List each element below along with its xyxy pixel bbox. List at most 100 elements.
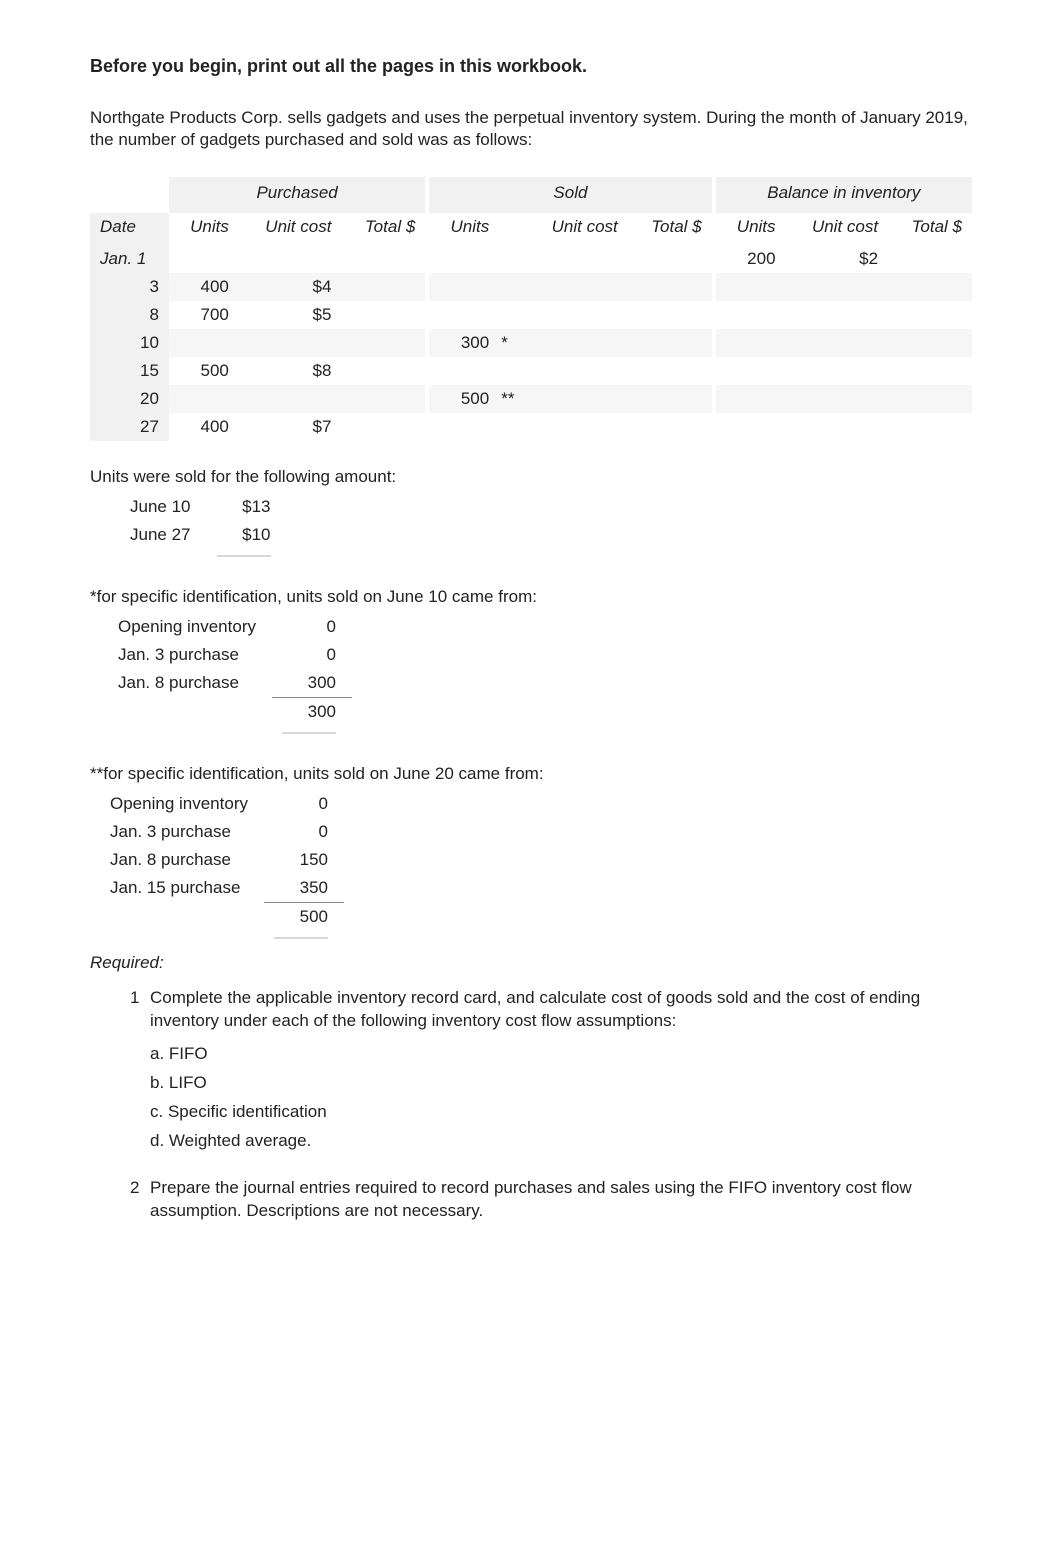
- cell: [499, 273, 525, 301]
- cell: [786, 413, 889, 441]
- requirement-1: 1 Complete the applicable inventory reco…: [130, 987, 972, 1159]
- cell: [429, 245, 499, 273]
- cell: [341, 245, 425, 273]
- table-row: Jan. 1200$2: [90, 245, 972, 273]
- cell: [429, 273, 499, 301]
- req1-sublist: a. FIFO b. LIFO c. Specific identificati…: [150, 1043, 972, 1153]
- spec1-total-row: 300: [108, 698, 352, 727]
- page-title: Before you begin, print out all the page…: [90, 56, 972, 77]
- cell: [169, 329, 239, 357]
- col-s-total: Total $: [628, 213, 712, 245]
- cell: [429, 357, 499, 385]
- sold-amount-value-0: $13: [207, 493, 287, 521]
- cell: [786, 329, 889, 357]
- list-item: Opening inventory0: [108, 613, 352, 641]
- sold-amount-label-1: June 27: [120, 521, 207, 549]
- list-item: Jan. 3 purchase0: [108, 641, 352, 669]
- group-header-sold: Sold: [429, 177, 711, 213]
- table-row: 10300*: [90, 329, 972, 357]
- date-cell: 20: [90, 385, 169, 413]
- col-b-units: Units: [716, 213, 786, 245]
- spec1-table: Opening inventory0 Jan. 3 purchase0 Jan.…: [108, 613, 352, 738]
- cell: 400: [169, 273, 239, 301]
- cell: [786, 273, 889, 301]
- required-list: 1 Complete the applicable inventory reco…: [130, 987, 972, 1223]
- list-item: Jan. 3 purchase0: [100, 818, 344, 846]
- cell: 700: [169, 301, 239, 329]
- cell: [628, 329, 712, 357]
- document-page: Before you begin, print out all the page…: [0, 0, 1062, 1556]
- cell: $7: [239, 413, 342, 441]
- cell: $4: [239, 273, 342, 301]
- cell: [716, 385, 786, 413]
- cell: [525, 273, 628, 301]
- rule-line: [274, 935, 328, 939]
- cell: $8: [239, 357, 342, 385]
- cell: [888, 413, 972, 441]
- cell: [429, 413, 499, 441]
- rule-line: [217, 553, 271, 557]
- cell: [525, 301, 628, 329]
- cell: [628, 413, 712, 441]
- cell: [341, 329, 425, 357]
- cell: [341, 413, 425, 441]
- spec2-total-row: 500: [100, 903, 344, 932]
- cell: [888, 301, 972, 329]
- cell: **: [499, 385, 525, 413]
- req-num-2: 2: [130, 1177, 150, 1223]
- cell: [786, 301, 889, 329]
- cell: [716, 329, 786, 357]
- cell: [888, 245, 972, 273]
- cell: $5: [239, 301, 342, 329]
- cell: [525, 385, 628, 413]
- col-b-total: Total $: [888, 213, 972, 245]
- sold-amount-table: June 10$13 June 27$10: [120, 493, 287, 561]
- cell: [786, 385, 889, 413]
- cell: [341, 301, 425, 329]
- cell: $2: [786, 245, 889, 273]
- cell: [888, 329, 972, 357]
- cell: [628, 273, 712, 301]
- date-cell: Jan. 1: [90, 245, 169, 273]
- list-item: Jan. 8 purchase150: [100, 846, 344, 874]
- req2-text: Prepare the journal entries required to …: [150, 1178, 912, 1220]
- cell: [888, 385, 972, 413]
- list-item: Jan. 15 purchase350: [100, 874, 344, 903]
- col-p-units: Units: [169, 213, 239, 245]
- cell: [239, 385, 342, 413]
- list-item: Jan. 8 purchase300: [108, 669, 352, 698]
- cell: [341, 385, 425, 413]
- cell: [716, 357, 786, 385]
- spec1-label: *for specific identification, units sold…: [90, 587, 972, 607]
- table-row: 15500$8: [90, 357, 972, 385]
- list-item: June 10$13: [120, 493, 287, 521]
- cell: [525, 245, 628, 273]
- date-cell: 15: [90, 357, 169, 385]
- col-p-total: Total $: [341, 213, 425, 245]
- cell: [429, 301, 499, 329]
- cell: [341, 357, 425, 385]
- table-row: 3400$4: [90, 273, 972, 301]
- sold-amount-label-0: June 10: [120, 493, 207, 521]
- cell: [628, 301, 712, 329]
- date-cell: 8: [90, 301, 169, 329]
- cell: [499, 301, 525, 329]
- inventory-table: Purchased Sold Balance in inventory Date…: [90, 177, 972, 441]
- cell: [169, 245, 239, 273]
- table-row: 27400$7: [90, 413, 972, 441]
- date-cell: 3: [90, 273, 169, 301]
- group-header-balance: Balance in inventory: [716, 177, 972, 213]
- col-date: Date: [90, 213, 169, 245]
- cell: [628, 357, 712, 385]
- col-p-cost: Unit cost: [239, 213, 342, 245]
- sold-amount-label: Units were sold for the following amount…: [90, 467, 972, 487]
- date-cell: 27: [90, 413, 169, 441]
- intro-paragraph: Northgate Products Corp. sells gadgets a…: [90, 107, 972, 151]
- req1-sub-b: b. LIFO: [150, 1072, 972, 1095]
- cell: [341, 273, 425, 301]
- date-cell: 10: [90, 329, 169, 357]
- col-b-cost: Unit cost: [786, 213, 889, 245]
- list-item: June 27$10: [120, 521, 287, 549]
- cell: [525, 357, 628, 385]
- req1-sub-a: a. FIFO: [150, 1043, 972, 1066]
